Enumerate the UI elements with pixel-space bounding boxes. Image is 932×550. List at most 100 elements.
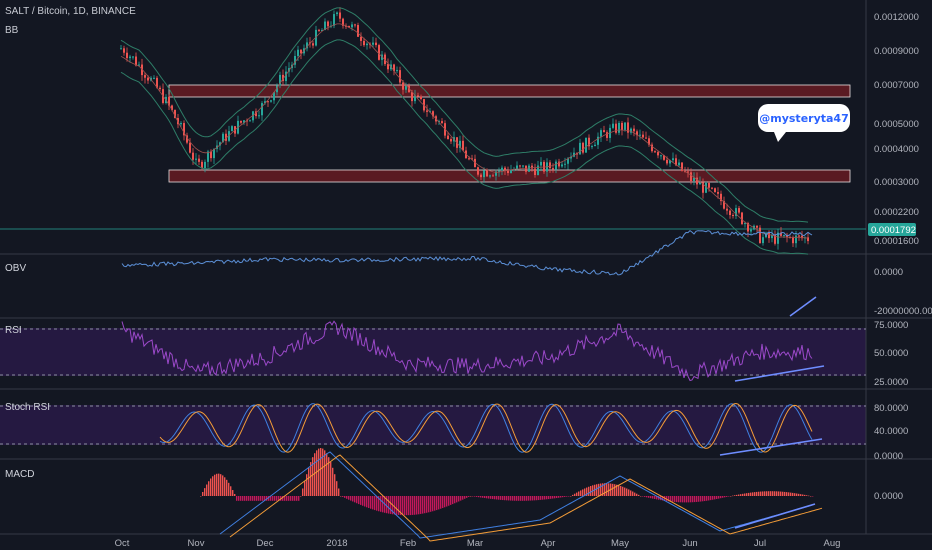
- macd-histogram-bar: [476, 496, 478, 497]
- candle: [342, 18, 344, 26]
- candle: [660, 155, 662, 157]
- macd-histogram-bar: [440, 496, 442, 509]
- macd-histogram-bar: [600, 483, 602, 496]
- macd-histogram-bar: [380, 496, 382, 512]
- candle: [273, 92, 275, 101]
- macd-histogram-bar: [432, 496, 434, 512]
- rsi-pane-label[interactable]: RSI: [5, 325, 22, 336]
- macd-histogram-bar: [236, 496, 238, 501]
- obv-pane-label[interactable]: OBV: [5, 263, 26, 274]
- macd-histogram-bar: [248, 496, 250, 501]
- candle: [447, 135, 449, 140]
- time-tick: May: [611, 538, 629, 549]
- macd-histogram-bar: [560, 496, 562, 498]
- candle: [726, 208, 728, 211]
- candle: [279, 74, 281, 86]
- price-tick: 0.0002200: [874, 207, 919, 218]
- macd-histogram-bar: [490, 496, 492, 499]
- macd-histogram-bar: [690, 496, 692, 503]
- macd-trendline[interactable]: [734, 503, 816, 529]
- candle: [450, 139, 452, 142]
- macd-histogram-bar: [584, 488, 586, 496]
- upper-resistance-zone[interactable]: [168, 84, 851, 98]
- macd-histogram-bar: [662, 496, 664, 501]
- macd-histogram-bar: [278, 496, 280, 501]
- candle: [378, 45, 380, 60]
- macd-line: [219, 451, 813, 539]
- macd-histogram-bar: [386, 496, 388, 514]
- macd-histogram-bar: [302, 488, 304, 496]
- macd-histogram-bar: [722, 496, 724, 498]
- stoch-d-line: [159, 402, 813, 453]
- candle: [732, 215, 734, 217]
- macd-histogram-bar: [732, 495, 734, 497]
- candle: [597, 136, 599, 145]
- price-tick: 0.0005000: [874, 119, 919, 130]
- macd-histogram-bar: [548, 496, 550, 500]
- macd-histogram-bar: [734, 495, 736, 496]
- macd-histogram-bar: [418, 496, 420, 515]
- candle: [228, 131, 230, 141]
- candle: [318, 29, 320, 31]
- bb-indicator-label[interactable]: BB: [5, 25, 19, 36]
- macd-histogram-bar: [682, 496, 684, 503]
- macd-histogram-bar: [718, 496, 720, 499]
- macd-histogram-bar: [344, 496, 346, 498]
- macd-histogram-bar: [376, 496, 378, 511]
- macd-histogram-bar: [644, 496, 646, 497]
- candle: [663, 155, 665, 160]
- time-tick: Jun: [682, 538, 697, 549]
- candle: [780, 232, 782, 236]
- stoch-pane-label[interactable]: Stoch RSI: [5, 402, 50, 413]
- macd-histogram-bar: [674, 496, 676, 502]
- macd-histogram-bar: [416, 496, 418, 515]
- candle: [267, 101, 269, 103]
- candle: [729, 210, 731, 216]
- rsi-trendline[interactable]: [734, 365, 825, 382]
- candle: [264, 101, 266, 104]
- candle: [705, 183, 707, 193]
- macd-histogram-bar: [478, 496, 480, 498]
- macd-histogram-bar: [554, 496, 556, 499]
- candle: [540, 161, 542, 166]
- macd-histogram-bar: [474, 496, 476, 497]
- macd-histogram-bar: [212, 476, 214, 496]
- time-tick: Aug: [824, 538, 841, 549]
- macd-histogram-bar: [326, 453, 328, 496]
- candle: [735, 208, 737, 216]
- lower-resistance-zone[interactable]: [168, 169, 851, 183]
- candle: [612, 123, 614, 128]
- candle: [702, 182, 704, 193]
- macd-histogram-bar: [508, 496, 510, 501]
- macd-histogram-bar: [564, 496, 566, 497]
- macd-histogram-bar: [312, 457, 314, 496]
- macd-histogram-bar: [340, 496, 342, 497]
- obv-trendline[interactable]: [789, 296, 817, 317]
- macd-histogram-bar: [502, 496, 504, 501]
- macd-histogram-bar: [774, 491, 776, 496]
- candle: [750, 229, 752, 232]
- macd-histogram-bar: [350, 496, 352, 501]
- macd-pane-label[interactable]: MACD: [5, 469, 34, 480]
- price-axis[interactable]: 0.0012000 0.0009000 0.0007000 0.0005000 …: [874, 12, 919, 247]
- macd-histogram-bar: [252, 496, 254, 501]
- time-tick: Dec: [257, 538, 274, 549]
- candle: [405, 85, 407, 90]
- macd-histogram-bar: [522, 496, 524, 501]
- time-axis[interactable]: Oct Nov Dec 2018 Feb Mar Apr May Jun Jul…: [115, 538, 841, 549]
- candle: [591, 146, 593, 148]
- candle: [285, 71, 287, 82]
- rsi-tick: 25.0000: [874, 377, 908, 388]
- macd-histogram-bar: [240, 496, 242, 501]
- symbol-title[interactable]: SALT / Bitcoin, 1D, BINANCE: [5, 6, 136, 17]
- candle: [519, 165, 521, 167]
- macd-histogram-bar: [638, 494, 640, 496]
- macd-histogram-bar: [256, 496, 258, 501]
- stoch-trendline[interactable]: [719, 438, 823, 456]
- macd-histogram-bar: [558, 496, 560, 498]
- candle: [180, 123, 182, 125]
- macd-histogram-bar: [322, 448, 324, 496]
- candle: [417, 95, 419, 97]
- macd-histogram-bar: [710, 496, 712, 501]
